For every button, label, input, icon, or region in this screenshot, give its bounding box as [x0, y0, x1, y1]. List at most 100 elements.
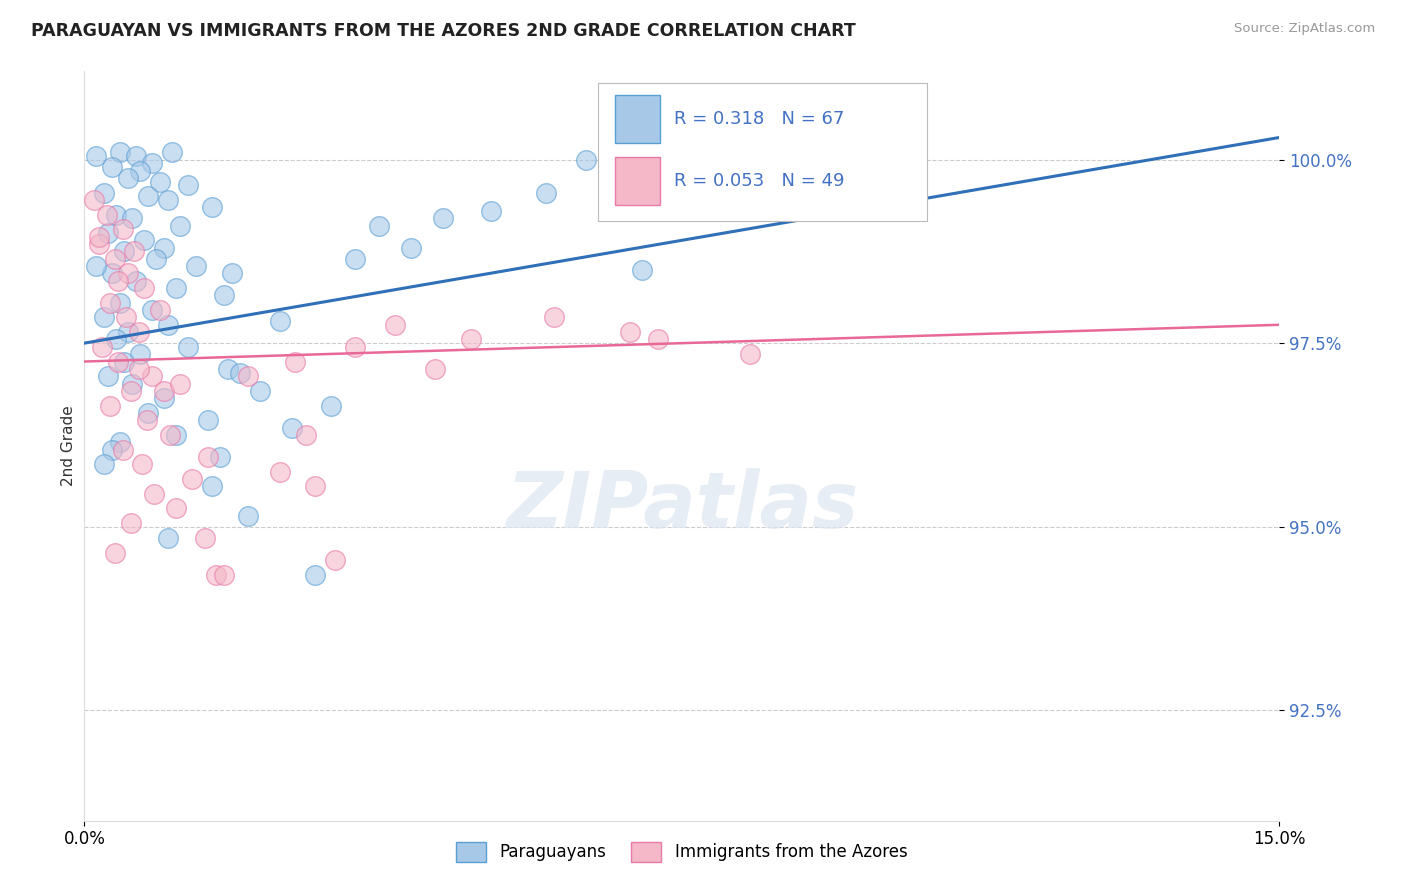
Point	[197, 413, 219, 427]
Point	[344, 252, 367, 266]
Point	[321, 399, 343, 413]
Point	[177, 340, 200, 354]
Point	[97, 226, 120, 240]
Point	[125, 149, 148, 163]
Point	[236, 508, 259, 523]
Point	[98, 399, 121, 413]
Point	[87, 229, 110, 244]
Point	[90, 340, 112, 354]
Point	[141, 156, 163, 170]
Point	[153, 241, 176, 255]
Point	[304, 479, 326, 493]
Point	[647, 333, 669, 347]
Point	[384, 318, 406, 332]
Point	[98, 295, 121, 310]
Point	[101, 442, 124, 457]
Point	[129, 163, 152, 178]
Point	[105, 333, 128, 347]
Point	[136, 406, 159, 420]
Point	[269, 465, 291, 479]
Point	[157, 193, 180, 207]
Point	[104, 252, 127, 266]
Point	[368, 219, 391, 233]
Point	[110, 145, 132, 160]
Point	[112, 354, 135, 368]
Point	[157, 531, 180, 545]
Point	[93, 310, 115, 325]
Point	[101, 266, 124, 280]
Point	[141, 369, 163, 384]
Point	[229, 366, 252, 380]
Point	[107, 354, 129, 368]
Point	[117, 170, 139, 185]
Point	[122, 244, 145, 259]
Point	[295, 428, 318, 442]
Text: PARAGUAYAN VS IMMIGRANTS FROM THE AZORES 2ND GRADE CORRELATION CHART: PARAGUAYAN VS IMMIGRANTS FROM THE AZORES…	[31, 22, 856, 40]
Point	[165, 428, 187, 442]
Point	[101, 160, 124, 174]
Point	[165, 281, 187, 295]
Point	[197, 450, 219, 464]
Point	[107, 274, 129, 288]
Point	[212, 288, 235, 302]
Legend: Paraguayans, Immigrants from the Azores: Paraguayans, Immigrants from the Azores	[450, 835, 914, 869]
Point	[153, 384, 176, 398]
Point	[169, 376, 191, 391]
Point	[205, 567, 228, 582]
Point	[117, 266, 139, 280]
Point	[217, 362, 239, 376]
Point	[117, 325, 139, 339]
Point	[194, 531, 217, 545]
Point	[344, 340, 367, 354]
Point	[631, 262, 654, 277]
Point	[110, 435, 132, 450]
Point	[120, 516, 142, 530]
FancyBboxPatch shape	[614, 95, 661, 143]
Point	[145, 252, 167, 266]
Point	[399, 241, 422, 255]
Point	[160, 145, 183, 160]
Point	[249, 384, 271, 398]
Point	[132, 233, 156, 247]
Point	[93, 458, 115, 472]
Point	[619, 325, 641, 339]
Point	[460, 333, 482, 347]
Point	[159, 428, 181, 442]
Point	[212, 567, 235, 582]
Point	[432, 211, 454, 226]
Point	[157, 318, 180, 332]
Point	[479, 203, 502, 218]
Point	[120, 384, 142, 398]
Point	[93, 186, 115, 200]
Point	[221, 266, 243, 280]
Point	[141, 303, 163, 318]
Point	[112, 244, 135, 259]
Point	[423, 362, 446, 376]
Point	[177, 178, 200, 193]
Point	[121, 211, 143, 226]
FancyBboxPatch shape	[614, 157, 661, 205]
Point	[86, 149, 108, 163]
Point	[236, 369, 259, 384]
Point	[128, 362, 150, 376]
Point	[280, 420, 302, 434]
Point	[111, 222, 134, 236]
Point	[136, 189, 159, 203]
Text: R = 0.318   N = 67: R = 0.318 N = 67	[673, 110, 844, 128]
Point	[111, 442, 134, 457]
Point	[86, 259, 108, 273]
Point	[149, 303, 172, 318]
Point	[325, 553, 347, 567]
Point	[129, 347, 152, 361]
Point	[269, 314, 291, 328]
Point	[135, 413, 157, 427]
Point	[575, 153, 598, 167]
Point	[105, 208, 128, 222]
Point	[184, 259, 207, 273]
Point	[543, 310, 565, 325]
Y-axis label: 2nd Grade: 2nd Grade	[60, 406, 76, 486]
Point	[165, 501, 187, 516]
Point	[121, 376, 143, 391]
Point	[536, 186, 558, 200]
Point	[96, 208, 118, 222]
